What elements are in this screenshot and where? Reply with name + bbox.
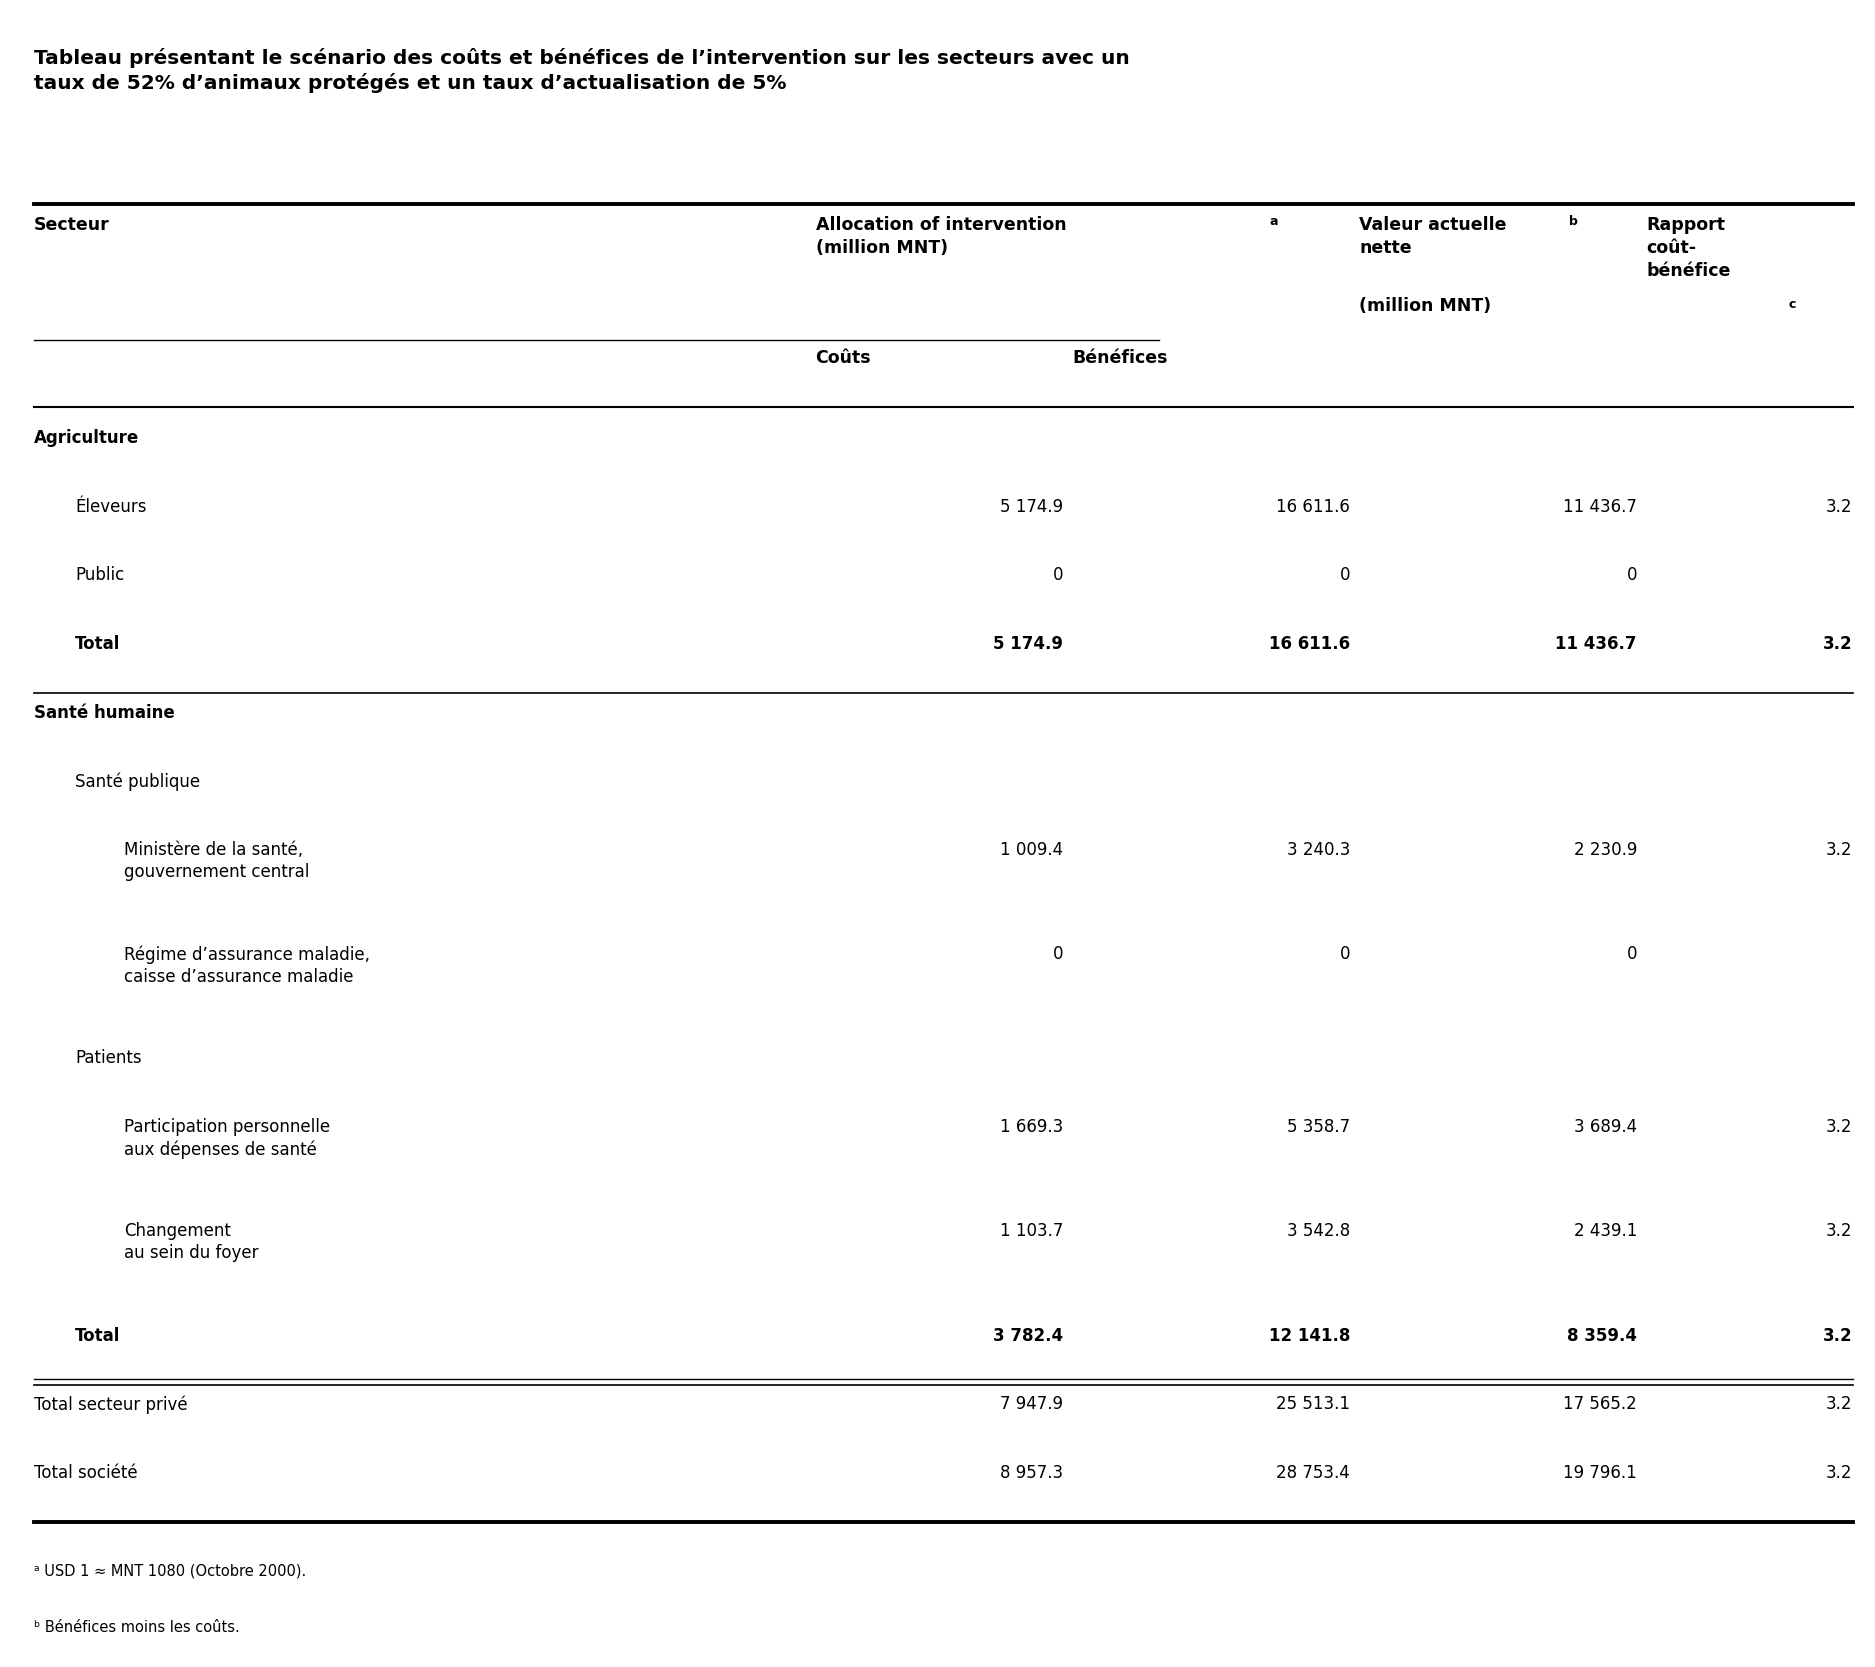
Text: 5 174.9: 5 174.9 [999, 498, 1063, 515]
Text: Total: Total [75, 635, 120, 653]
Text: Total secteur privé: Total secteur privé [34, 1395, 188, 1414]
Text: Ministère de la santé,
gouvernement central: Ministère de la santé, gouvernement cent… [124, 840, 309, 880]
Text: 8 359.4: 8 359.4 [1568, 1327, 1637, 1345]
Text: 0: 0 [1339, 945, 1350, 964]
Text: 3 542.8: 3 542.8 [1286, 1222, 1350, 1240]
Text: 11 436.7: 11 436.7 [1556, 635, 1637, 653]
Text: Régime d’assurance maladie,
caisse d’assurance maladie: Régime d’assurance maladie, caisse d’ass… [124, 945, 369, 985]
Text: 7 947.9: 7 947.9 [999, 1395, 1063, 1414]
Text: 19 796.1: 19 796.1 [1564, 1464, 1637, 1482]
Text: ᵇ Bénéfices moins les coûts.: ᵇ Bénéfices moins les coûts. [34, 1620, 240, 1635]
Text: 3.2: 3.2 [1826, 498, 1852, 515]
Text: 16 611.6: 16 611.6 [1277, 498, 1350, 515]
Text: 0: 0 [1339, 567, 1350, 585]
Text: Total société: Total société [34, 1464, 137, 1482]
Text: Rapport
coût-
bénéfice: Rapport coût- bénéfice [1646, 217, 1731, 280]
Text: 1 669.3: 1 669.3 [999, 1119, 1063, 1135]
Text: 3 240.3: 3 240.3 [1286, 840, 1350, 859]
Text: Bénéfices: Bénéfices [1072, 348, 1168, 367]
Text: Éleveurs: Éleveurs [75, 498, 146, 515]
Text: Public: Public [75, 567, 124, 585]
Text: 3 689.4: 3 689.4 [1573, 1119, 1637, 1135]
Text: 3.2: 3.2 [1826, 840, 1852, 859]
Text: b: b [1569, 215, 1579, 228]
Text: 3.2: 3.2 [1826, 1464, 1852, 1482]
Text: Valeur actuelle
nette: Valeur actuelle nette [1359, 217, 1508, 257]
Text: 12 141.8: 12 141.8 [1269, 1327, 1350, 1345]
Text: 0: 0 [1052, 945, 1063, 964]
Text: Santé humaine: Santé humaine [34, 703, 174, 722]
Text: 3.2: 3.2 [1822, 635, 1852, 653]
Text: (million MNT): (million MNT) [1359, 297, 1491, 315]
Text: Tableau présentant le scénario des coûts et bénéfices de l’intervention sur les : Tableau présentant le scénario des coûts… [34, 48, 1129, 93]
Text: Santé publique: Santé publique [75, 772, 201, 790]
Text: 3.2: 3.2 [1826, 1222, 1852, 1240]
Text: 3.2: 3.2 [1822, 1327, 1852, 1345]
Text: ᵃ USD 1 ≈ MNT 1080 (Octobre 2000).: ᵃ USD 1 ≈ MNT 1080 (Octobre 2000). [34, 1564, 306, 1579]
Text: Allocation of intervention
(million MNT): Allocation of intervention (million MNT) [816, 217, 1067, 257]
Text: 0: 0 [1626, 567, 1637, 585]
Text: 2 439.1: 2 439.1 [1573, 1222, 1637, 1240]
Text: Coûts: Coûts [816, 348, 872, 367]
Text: Changement
au sein du foyer: Changement au sein du foyer [124, 1222, 259, 1262]
Text: Total: Total [75, 1327, 120, 1345]
Text: 5 174.9: 5 174.9 [994, 635, 1063, 653]
Text: Agriculture: Agriculture [34, 430, 139, 447]
Text: 3 782.4: 3 782.4 [994, 1327, 1063, 1345]
Text: 25 513.1: 25 513.1 [1277, 1395, 1350, 1414]
Text: 16 611.6: 16 611.6 [1269, 635, 1350, 653]
Text: 3.2: 3.2 [1826, 1395, 1852, 1414]
Text: c: c [1789, 298, 1796, 312]
Text: 8 957.3: 8 957.3 [999, 1464, 1063, 1482]
Text: Secteur: Secteur [34, 217, 109, 233]
Text: 5 358.7: 5 358.7 [1286, 1119, 1350, 1135]
Text: 17 565.2: 17 565.2 [1564, 1395, 1637, 1414]
Text: 3.2: 3.2 [1826, 1119, 1852, 1135]
Text: 28 753.4: 28 753.4 [1277, 1464, 1350, 1482]
Text: Patients: Patients [75, 1049, 142, 1067]
Text: 0: 0 [1626, 945, 1637, 964]
Text: Participation personnelle
aux dépenses de santé: Participation personnelle aux dépenses d… [124, 1119, 330, 1159]
Text: 0: 0 [1052, 567, 1063, 585]
Text: a: a [1269, 215, 1279, 228]
Text: 2 230.9: 2 230.9 [1573, 840, 1637, 859]
Text: 1 009.4: 1 009.4 [999, 840, 1063, 859]
Text: 11 436.7: 11 436.7 [1564, 498, 1637, 515]
Text: 1 103.7: 1 103.7 [999, 1222, 1063, 1240]
